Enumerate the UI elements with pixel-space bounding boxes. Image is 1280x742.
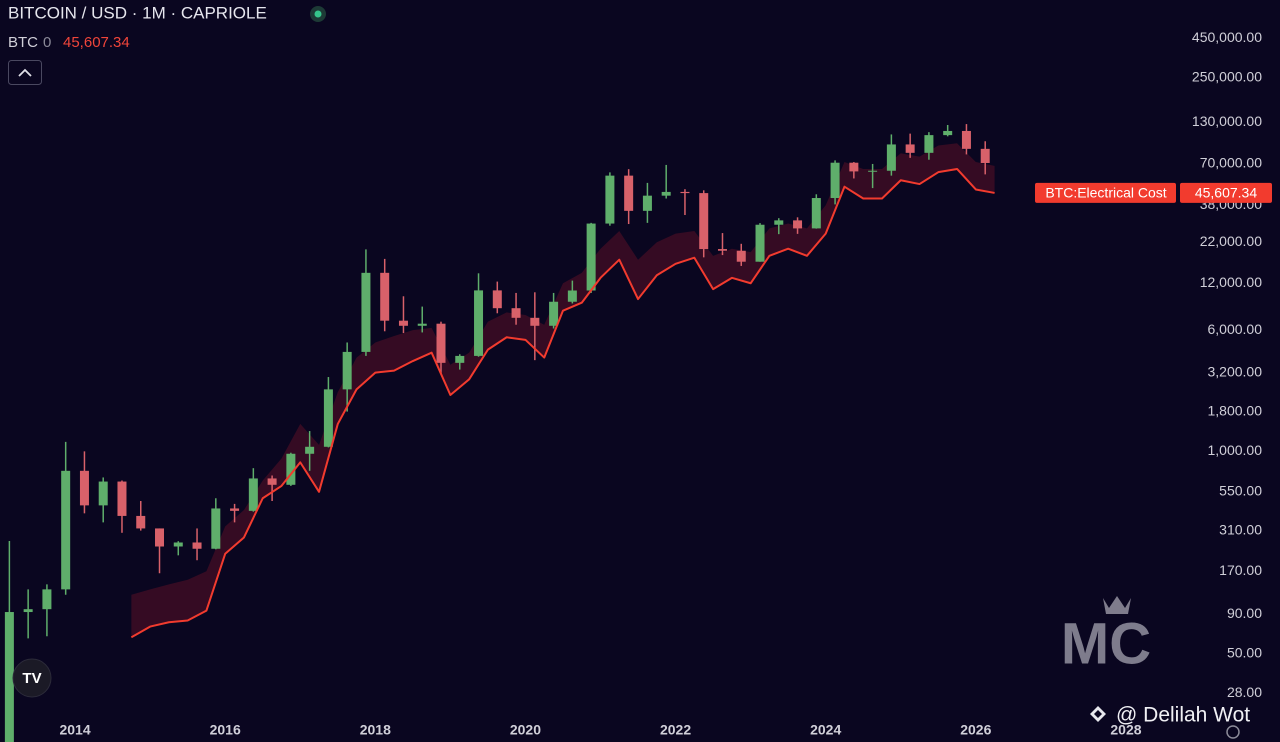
x-tick-label: 2024 (810, 722, 841, 738)
candle-body (4, 612, 14, 742)
candle-body (793, 220, 803, 229)
y-tick-label: 550.00 (1219, 483, 1262, 499)
y-tick-label: 50.00 (1227, 645, 1262, 661)
candle-body (661, 191, 671, 196)
candle-body (98, 481, 108, 506)
candle-body (868, 170, 878, 172)
candle-body (530, 317, 540, 326)
candle-body (211, 508, 221, 549)
candle-body (774, 220, 784, 225)
candle-body (830, 162, 840, 199)
candle-body (248, 478, 258, 511)
candle-body (398, 320, 408, 326)
tv-logo[interactable] (12, 658, 52, 698)
candle-body (23, 609, 33, 613)
candle-body (924, 135, 934, 153)
candle-body (267, 478, 277, 485)
candle-body (136, 515, 146, 529)
collapse-button[interactable] (8, 60, 42, 85)
y-tick-label: 1,000.00 (1208, 442, 1263, 458)
y-tick-label: 250,000.00 (1192, 69, 1262, 85)
plot-area (4, 124, 995, 742)
y-tick-label: 70,000.00 (1200, 155, 1262, 171)
watermark-icon (1090, 706, 1106, 722)
candle-body (380, 272, 390, 321)
watermark: @ Delilah Wot (1116, 704, 1250, 727)
x-tick-label: 2020 (510, 722, 541, 738)
y-tick-label: 450,000.00 (1192, 29, 1262, 45)
candle-body (605, 175, 615, 224)
candle-body (323, 389, 333, 447)
candle-body (905, 144, 915, 153)
candle-body (717, 249, 727, 251)
candle-body (286, 453, 296, 485)
y-tick-label: 6,000.00 (1208, 321, 1263, 337)
x-tick-label: 2014 (59, 722, 90, 738)
candle-body (886, 144, 896, 171)
candle-body (586, 223, 596, 291)
candle-body (492, 290, 502, 309)
logo-text: MC (1061, 611, 1151, 676)
cost-line (130, 167, 995, 639)
candle-body (811, 198, 821, 229)
x-tick-label: 2022 (660, 722, 691, 738)
candle-body (567, 290, 577, 302)
candle-body (305, 446, 315, 454)
candle-body (511, 308, 521, 318)
candle-body (943, 130, 953, 136)
series-name: BTC:Electrical Cost (1045, 185, 1166, 201)
status-dot (314, 10, 322, 18)
x-tick-label: 2018 (360, 722, 391, 738)
x-tick-label: 2028 (1110, 722, 1141, 738)
last-value: 45,607.34 (1195, 185, 1257, 201)
candle-body (455, 355, 465, 363)
legend-symbol: BTC (8, 34, 38, 51)
y-tick-label: 28.00 (1227, 684, 1262, 700)
legend-flag: 0 (43, 34, 51, 51)
last-value-tag (1180, 182, 1272, 203)
candle-body (61, 470, 71, 590)
candle-body (342, 351, 352, 390)
candle-body (755, 224, 765, 262)
collapse-icon (18, 68, 32, 77)
x-tick-label: 2026 (960, 722, 991, 738)
candle-body (230, 508, 240, 511)
y-tick-label: 22,000.00 (1200, 233, 1262, 249)
logo-crown (1103, 596, 1131, 614)
candle-body (417, 323, 427, 326)
y-tick-label: 90.00 (1227, 605, 1262, 621)
candle-body (192, 542, 202, 549)
candle-body (961, 130, 971, 149)
series-name-tag (1035, 182, 1176, 203)
candle-body (624, 175, 634, 211)
candle-body (79, 470, 89, 506)
x-tick-label: 2016 (210, 722, 241, 738)
candle-body (436, 323, 446, 363)
y-tick-label: 170.00 (1219, 562, 1262, 578)
y-tick-label: 130,000.00 (1192, 113, 1262, 129)
chart-title: BITCOIN / USD · 1M · CAPRIOLE (8, 3, 267, 22)
y-tick-label: 12,000.00 (1200, 274, 1262, 290)
candle-body (155, 528, 165, 547)
y-tick-label: 310.00 (1219, 521, 1262, 537)
candle-body (680, 191, 690, 194)
candle-body (361, 272, 371, 352)
tv-logo-mark: TV (22, 670, 41, 687)
y-tick-label: 3,200.00 (1208, 363, 1263, 379)
candle-body (642, 195, 652, 211)
legend-value: 45,607.34 (63, 34, 130, 51)
candle-body (699, 193, 709, 250)
candle-body (474, 290, 484, 356)
candle-body (42, 589, 52, 610)
settings-icon[interactable] (1226, 725, 1240, 739)
candle-body (549, 301, 559, 326)
candle-body (117, 481, 127, 516)
candle-body (173, 542, 183, 547)
candle-body (849, 162, 859, 172)
candle-body (736, 250, 746, 262)
y-tick-label: 1,800.00 (1208, 402, 1263, 418)
candle-body (980, 148, 990, 163)
